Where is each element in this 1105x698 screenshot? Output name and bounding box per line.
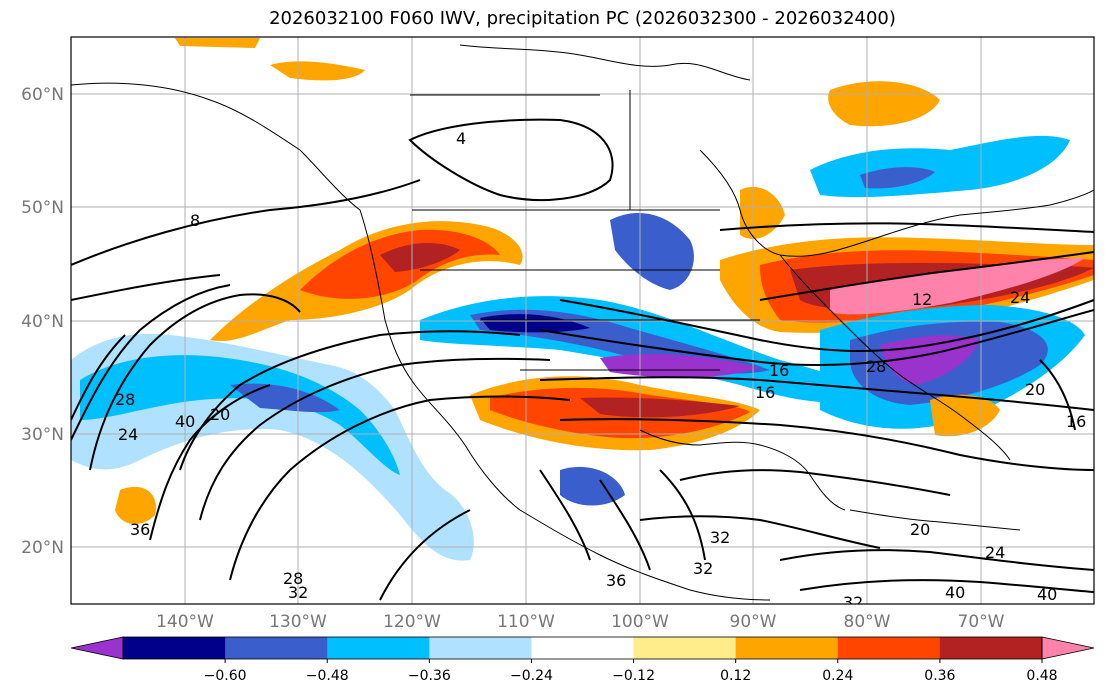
- map-title: 2026032100 F060 IWV, precipitation PC (2…: [269, 8, 896, 29]
- contour-label: 20: [210, 405, 230, 424]
- contour-label: 8: [190, 211, 200, 230]
- contour-label: 16: [1066, 412, 1086, 431]
- contour-label: 40: [1037, 585, 1057, 604]
- colorbar-tick-label: −0.48: [306, 668, 349, 684]
- lat-label: 50°N: [21, 198, 64, 218]
- contour-label: 16: [769, 361, 789, 380]
- colorbar-tick-label: 0.48: [1026, 668, 1057, 684]
- colorbar-tick-label: 0.36: [924, 668, 955, 684]
- contour-label: 32: [843, 593, 863, 612]
- contour-label: 24: [1010, 288, 1030, 307]
- contour-label: 36: [130, 520, 150, 539]
- lat-label: 40°N: [21, 312, 64, 332]
- lat-label: 30°N: [21, 425, 64, 445]
- lon-label: 90°W: [730, 612, 777, 632]
- contour-label: 32: [710, 528, 730, 547]
- colorbar-tick-label: −0.60: [204, 668, 247, 684]
- colorbar-segment: [633, 637, 737, 659]
- contour-label: 40: [175, 412, 195, 431]
- colorbar-segment: [429, 637, 532, 659]
- contour-label: 40: [945, 583, 965, 602]
- colorbar-segment: [123, 637, 226, 659]
- lon-label: 100°W: [611, 612, 669, 632]
- lon-label: 140°W: [156, 612, 214, 632]
- contour-label: 4: [456, 129, 466, 148]
- colorbar-extend-max: [1041, 636, 1095, 660]
- coastlines: [71, 44, 1094, 601]
- colorbar-extend-min: [70, 636, 124, 660]
- colorbar-segment: [531, 637, 635, 659]
- colorbar-segment: [327, 637, 430, 659]
- lon-label: 70°W: [958, 612, 1005, 632]
- contour-label: 32: [288, 583, 308, 602]
- contour-label: 36: [606, 571, 626, 590]
- contour-label: 32: [693, 559, 713, 578]
- colorbar-tick-label: 0.24: [822, 668, 853, 684]
- map-panel: 4 8 28 24 40 36 20 28 32 16 28 20 16 12 …: [71, 37, 1094, 612]
- colorbar-segment: [837, 637, 941, 659]
- colorbar-segment: [735, 637, 839, 659]
- lon-label: 130°W: [269, 612, 327, 632]
- longitude-labels: 140°W 130°W 120°W 110°W 100°W 90°W 80°W …: [156, 612, 1005, 632]
- colorbar: −0.60 −0.48 −0.36 −0.24 −0.12 0.12 0.24 0.36 0.4…: [70, 636, 1095, 684]
- lat-label: 20°N: [21, 538, 64, 558]
- colorbar-tick-label: 0.12: [720, 668, 751, 684]
- lon-label: 120°W: [383, 612, 441, 632]
- contour-label: 24: [985, 543, 1005, 562]
- precip-shading: [71, 38, 1094, 561]
- colorbar-tick-label: −0.12: [612, 668, 655, 684]
- lat-label: 60°N: [21, 85, 64, 105]
- contour-label: 20: [910, 520, 930, 539]
- map-frame: [70, 36, 1095, 605]
- contour-label: 28: [115, 390, 135, 409]
- contour-label: 24: [118, 425, 138, 444]
- colorbar-segment: [939, 637, 1043, 659]
- latitude-labels: 60°N 50°N 40°N 30°N 20°N: [21, 85, 64, 558]
- contour-label: 16: [755, 383, 775, 402]
- colorbar-tick-label: −0.24: [510, 668, 553, 684]
- colorbar-tick-label: −0.36: [408, 668, 451, 684]
- colorbar-frame: [122, 636, 1043, 660]
- colorbar-segment: [225, 637, 328, 659]
- contour-label-group: 4 8 28 24 40 36 20 28 32 16 28 20 16 12 …: [115, 129, 1086, 612]
- contour-label: 12: [912, 290, 932, 309]
- lon-label: 80°W: [844, 612, 891, 632]
- lon-label: 110°W: [497, 612, 555, 632]
- graticule: [71, 37, 1094, 604]
- contour-label: 28: [866, 357, 886, 376]
- contour-label: 20: [1025, 380, 1045, 399]
- iwv-contours: [71, 118, 1094, 601]
- contour-label: 28: [283, 569, 303, 588]
